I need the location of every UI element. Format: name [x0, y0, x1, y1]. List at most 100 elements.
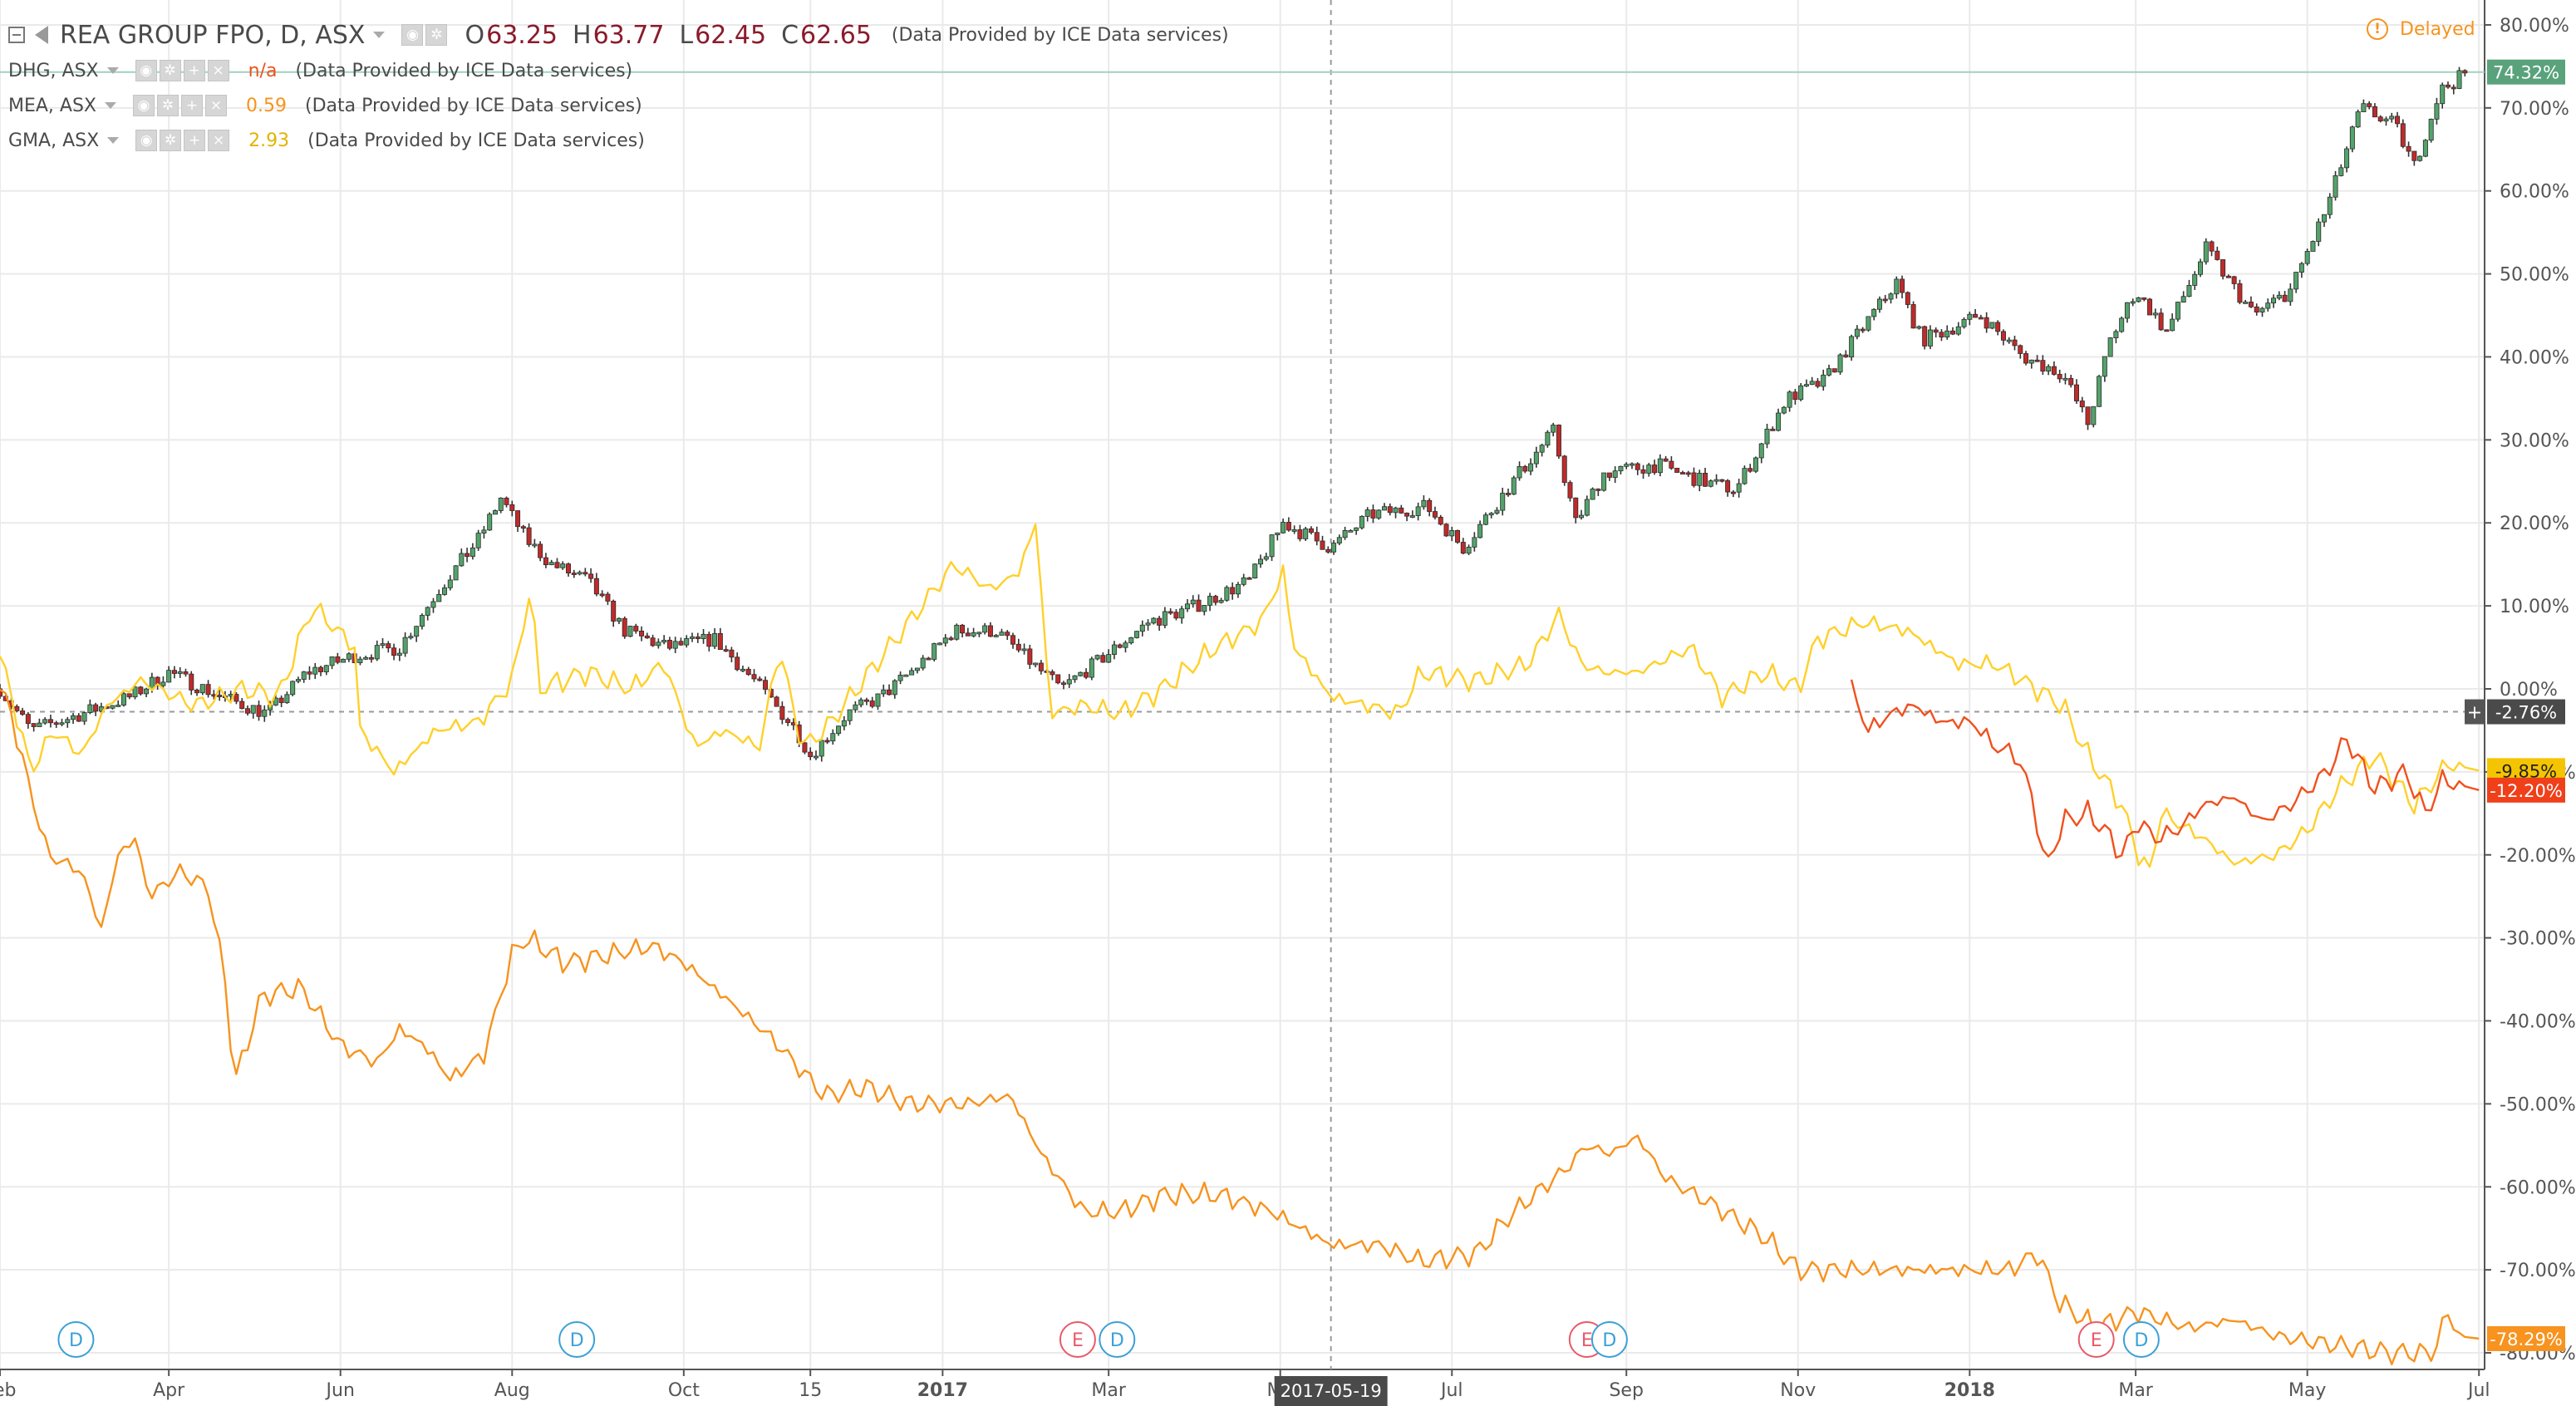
- candle-body: [1184, 603, 1190, 610]
- gear-icon[interactable]: ✲: [425, 24, 448, 46]
- candle-body: [2034, 359, 2040, 362]
- candle-body: [1145, 622, 1151, 626]
- collapse-icon[interactable]: [8, 27, 25, 43]
- flag-icon[interactable]: [35, 26, 48, 44]
- candle-body: [2406, 145, 2411, 152]
- eye-icon[interactable]: ◉: [135, 130, 158, 151]
- candle-body: [836, 725, 842, 735]
- y-tick-label: 80.00%: [2500, 16, 2569, 37]
- candle-body: [1421, 499, 1427, 508]
- eye-icon[interactable]: ◉: [401, 24, 424, 46]
- candle-body: [1094, 655, 1100, 660]
- candle-body: [903, 674, 909, 677]
- candle-body: [234, 694, 239, 702]
- candle-body: [31, 723, 37, 727]
- candle-body: [666, 640, 672, 649]
- candle-body: [1409, 515, 1415, 518]
- candle-body: [588, 573, 594, 579]
- candle-body: [419, 615, 425, 627]
- candle-body: [2265, 302, 2271, 309]
- last-value-badge: 74.32%: [2487, 59, 2565, 85]
- earnings-event-marker[interactable]: E: [1059, 1321, 1096, 1358]
- candle-body: [1888, 293, 1894, 300]
- dividend-event-marker[interactable]: D: [558, 1321, 596, 1358]
- candle-body: [1246, 577, 1252, 580]
- y-tick-label: -20.00%: [2500, 846, 2576, 867]
- plus-icon[interactable]: +: [184, 130, 206, 151]
- candle-body: [999, 632, 1005, 636]
- candle-body: [1235, 583, 1241, 595]
- data-source-note: (Data Provided by ICE Data services): [307, 130, 645, 151]
- chevron-down-icon[interactable]: [107, 137, 120, 144]
- event-marker-label: D: [1110, 1330, 1124, 1351]
- candle-body: [425, 607, 430, 616]
- candle-body: [20, 710, 26, 715]
- eye-icon[interactable]: ◉: [135, 60, 157, 81]
- candle-body: [1522, 465, 1528, 472]
- candle-body: [1556, 425, 1561, 457]
- candle-body: [971, 632, 976, 637]
- candle-body: [2333, 175, 2338, 198]
- candle-body: [690, 637, 696, 639]
- chevron-down-icon[interactable]: [105, 102, 117, 109]
- close-label: C: [781, 20, 799, 50]
- candle-body: [93, 704, 99, 712]
- candle-body: [785, 719, 791, 723]
- x-tick-label: Feb: [0, 1380, 16, 1401]
- candle-body: [1657, 458, 1663, 474]
- close-icon[interactable]: ×: [207, 60, 229, 81]
- candle-body: [1798, 385, 1804, 401]
- candle-body: [892, 680, 897, 696]
- candle-body: [37, 722, 42, 727]
- series-symbol[interactable]: MEA, ASX: [8, 95, 97, 116]
- dividend-event-marker[interactable]: D: [1590, 1321, 1628, 1358]
- candle-body: [914, 667, 920, 671]
- eye-icon[interactable]: ◉: [133, 95, 155, 116]
- earnings-event-marker[interactable]: E: [2077, 1321, 2115, 1358]
- candle-body: [160, 681, 166, 686]
- close-icon[interactable]: ×: [205, 95, 228, 116]
- gear-icon[interactable]: ✲: [160, 130, 182, 151]
- candle-body: [2411, 150, 2417, 161]
- chevron-down-icon[interactable]: [373, 32, 386, 38]
- chevron-down-icon[interactable]: [106, 67, 119, 74]
- candle-body: [244, 708, 250, 714]
- series-symbol[interactable]: GMA, ASX: [8, 130, 100, 151]
- alert-icon: !: [2367, 18, 2388, 40]
- candle-body: [1303, 528, 1309, 539]
- candle-body: [745, 668, 751, 676]
- dividend-event-marker[interactable]: D: [1099, 1321, 1136, 1358]
- plus-icon[interactable]: +: [181, 95, 204, 116]
- data-source-note: (Data Provided by ICE Data services): [295, 60, 633, 81]
- delayed-indicator[interactable]: ! Delayed: [2367, 18, 2475, 40]
- candle-body: [0, 688, 2, 697]
- candle-body: [548, 562, 554, 566]
- candle-body: [1387, 506, 1393, 514]
- candle-body: [863, 699, 869, 702]
- candle-body: [987, 625, 993, 637]
- candle-body: [2377, 116, 2383, 122]
- close-icon[interactable]: ×: [208, 130, 230, 151]
- candle-body: [1545, 431, 1551, 446]
- candle-body: [2113, 331, 2119, 338]
- candle-body: [1719, 479, 1725, 482]
- candle-body: [1320, 540, 1325, 550]
- dividend-event-marker[interactable]: D: [2122, 1321, 2160, 1358]
- candle-body: [2170, 318, 2175, 332]
- candle-body: [2248, 302, 2254, 307]
- series-symbol[interactable]: DHG, ASX: [8, 60, 99, 81]
- candle-body: [819, 740, 824, 757]
- dividend-event-marker[interactable]: D: [57, 1321, 95, 1358]
- candle-body: [2147, 298, 2153, 316]
- series-line-gma: [0, 523, 2480, 868]
- gear-icon[interactable]: ✲: [159, 60, 181, 81]
- candle-body: [1989, 322, 1995, 329]
- plus-icon[interactable]: +: [183, 60, 205, 81]
- candle-body: [1753, 457, 1758, 472]
- candle-body: [492, 510, 498, 515]
- candle-body: [853, 704, 858, 710]
- event-marker-label: D: [1602, 1330, 1616, 1351]
- gear-icon[interactable]: ✲: [157, 95, 179, 116]
